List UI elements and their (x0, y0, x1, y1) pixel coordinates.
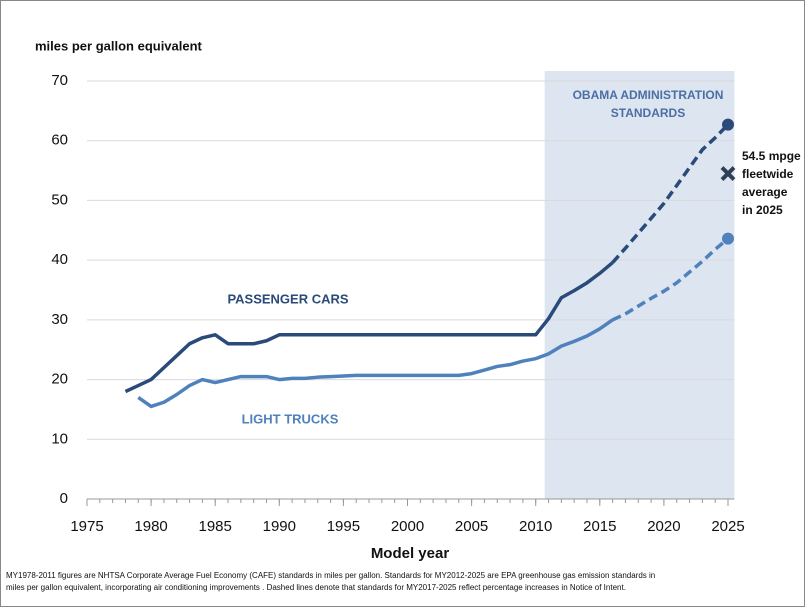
y-axis-label: miles per gallon equivalent (35, 38, 203, 53)
shaded-region (544, 71, 735, 499)
x-tick-label: 2000 (391, 518, 424, 535)
y-tick-label: 20 (51, 371, 68, 388)
y-tick-label: 50 (51, 191, 68, 208)
series-line (124, 261, 614, 394)
x-tick-label: 2005 (455, 518, 488, 535)
x-tick-label: 1995 (327, 518, 360, 535)
x-tick-label: 2015 (583, 518, 616, 535)
y-tick-label: 40 (51, 251, 68, 268)
x-axis-label: Model year (371, 545, 450, 562)
x-tick-label: 2020 (647, 518, 680, 535)
footnote: miles per gallon equivalent, incorporati… (6, 583, 626, 592)
x-tick-label: 1980 (134, 518, 167, 535)
y-tick-label: 0 (60, 490, 68, 507)
series-label: LIGHT TRUCKS (242, 411, 339, 426)
y-tick-label: 60 (51, 132, 68, 149)
x-tick-label: 2025 (711, 518, 744, 535)
footnote: MY1978-2011 figures are NHTSA Corporate … (6, 571, 655, 580)
y-tick-label: 10 (51, 430, 68, 447)
fleet-label: average (742, 185, 788, 199)
series-line-projected (611, 237, 730, 322)
fleet-marker (720, 166, 736, 181)
series-line-projected (611, 123, 730, 264)
fleet-label: fleetwide (742, 167, 794, 181)
y-tick-label: 70 (51, 72, 68, 89)
region-label: STANDARDS (611, 106, 685, 120)
end-marker (722, 118, 734, 131)
region-label: OBAMA ADMINISTRATION (573, 88, 724, 102)
fleet-label: in 2025 (742, 203, 783, 217)
x-tick-label: 1990 (263, 518, 296, 535)
x-tick-label: 1975 (70, 518, 103, 535)
series-line (137, 318, 614, 409)
y-tick-label: 30 (51, 311, 68, 328)
end-marker (722, 232, 734, 245)
series-label: PASSENGER CARS (227, 291, 348, 306)
fleet-label: 54.5 mpge (742, 149, 801, 163)
x-tick-label: 1985 (199, 518, 232, 535)
x-tick-label: 2010 (519, 518, 552, 535)
